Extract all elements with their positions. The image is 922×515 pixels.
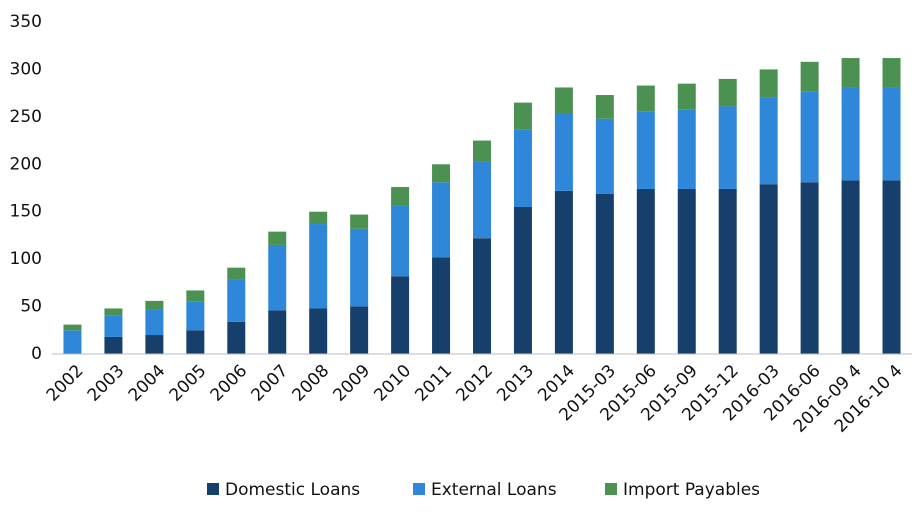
- legend-label: Domestic Loans: [225, 480, 360, 500]
- bar-segment: [841, 87, 860, 181]
- y-tick-label: 50: [20, 297, 42, 317]
- bar-segment: [104, 336, 123, 354]
- bar-segment: [145, 335, 164, 354]
- bar-segment: [800, 61, 819, 92]
- bar-segment: [104, 315, 123, 337]
- bar-segment: [636, 111, 655, 189]
- bar-segment: [391, 187, 410, 206]
- x-tick-label: 2009: [329, 361, 374, 406]
- bar-segment: [186, 301, 205, 331]
- bar-segment: [268, 231, 287, 245]
- bar-segment: [309, 211, 328, 225]
- bar-segment: [432, 164, 451, 183]
- bar-segment: [513, 102, 532, 130]
- x-tick-label: 2002: [43, 361, 88, 406]
- bar-segment: [882, 180, 901, 354]
- bar-segment: [636, 188, 655, 354]
- bar-segment: [800, 182, 819, 354]
- x-tick-label: 2011: [411, 361, 456, 406]
- x-tick-label: 2003: [84, 361, 129, 406]
- bar-segment: [104, 308, 123, 316]
- x-tick-label: 2008: [289, 361, 334, 406]
- bar-segment: [309, 224, 328, 309]
- bar-segment: [186, 290, 205, 302]
- legend-label: Import Payables: [623, 480, 760, 500]
- bar-segment: [473, 238, 491, 354]
- bar-segment: [268, 310, 287, 354]
- x-tick-label: 2013: [493, 361, 538, 406]
- bar-segment: [473, 161, 491, 239]
- bar-segment: [718, 188, 737, 354]
- bar-segment: [841, 58, 860, 88]
- bar-segment: [677, 83, 696, 110]
- bar-segment: [63, 330, 82, 354]
- bar-segment: [227, 267, 246, 280]
- bar-segment: [145, 300, 164, 310]
- bar-segment: [186, 330, 205, 354]
- bar-segment: [268, 244, 287, 311]
- bar-segment: [554, 190, 573, 354]
- bar-segment: [718, 78, 737, 107]
- bar-segment: [391, 276, 410, 354]
- bar-segment: [350, 228, 369, 307]
- x-tick-label: 2005: [166, 361, 211, 406]
- x-tick-label: 2012: [452, 361, 497, 406]
- bar-segment: [595, 95, 614, 119]
- x-tick-label: 2004: [125, 361, 170, 406]
- y-tick-label: 0: [31, 344, 42, 364]
- legend-swatch: [413, 483, 425, 495]
- bar-segment: [882, 87, 901, 181]
- x-tick-label: 2007: [248, 361, 293, 406]
- y-tick-label: 350: [10, 12, 42, 32]
- bar-segment: [227, 321, 246, 354]
- y-tick-label: 150: [10, 202, 42, 222]
- bar-segment: [391, 205, 410, 277]
- bar-segment: [595, 118, 614, 194]
- y-tick-label: 300: [10, 59, 42, 79]
- legend-swatch: [207, 483, 219, 495]
- x-tick-label: 2006: [207, 361, 252, 406]
- bar-segment: [841, 180, 860, 354]
- bar-segment: [63, 324, 82, 331]
- bar-segment: [636, 85, 655, 112]
- bar-segment: [350, 214, 369, 229]
- y-tick-label: 100: [10, 249, 42, 269]
- bar-segment: [513, 206, 532, 354]
- y-tick-label: 250: [10, 107, 42, 127]
- legend-swatch: [605, 483, 617, 495]
- y-tick-label: 200: [10, 154, 42, 174]
- bar-segment: [759, 69, 778, 98]
- bar-segment: [882, 58, 901, 88]
- bar-segment: [473, 140, 491, 162]
- bar-segment: [309, 308, 328, 354]
- bar-segment: [759, 97, 778, 185]
- bar-segment: [554, 87, 573, 115]
- legend-label: External Loans: [431, 480, 557, 500]
- bar-segment: [759, 184, 778, 354]
- bar-segment: [145, 309, 164, 336]
- bar-segment: [595, 193, 614, 354]
- x-tick-label: 2010: [370, 361, 415, 406]
- bar-segment: [513, 129, 532, 207]
- bar-segment: [227, 279, 246, 322]
- bar-segment: [800, 91, 819, 183]
- bar-segment: [432, 182, 451, 258]
- bar-segment: [554, 114, 573, 191]
- bar-segment: [677, 109, 696, 189]
- bar-segment: [677, 188, 696, 354]
- bar-segment: [350, 306, 369, 354]
- bar-segment: [718, 106, 737, 189]
- bar-segment: [432, 257, 451, 354]
